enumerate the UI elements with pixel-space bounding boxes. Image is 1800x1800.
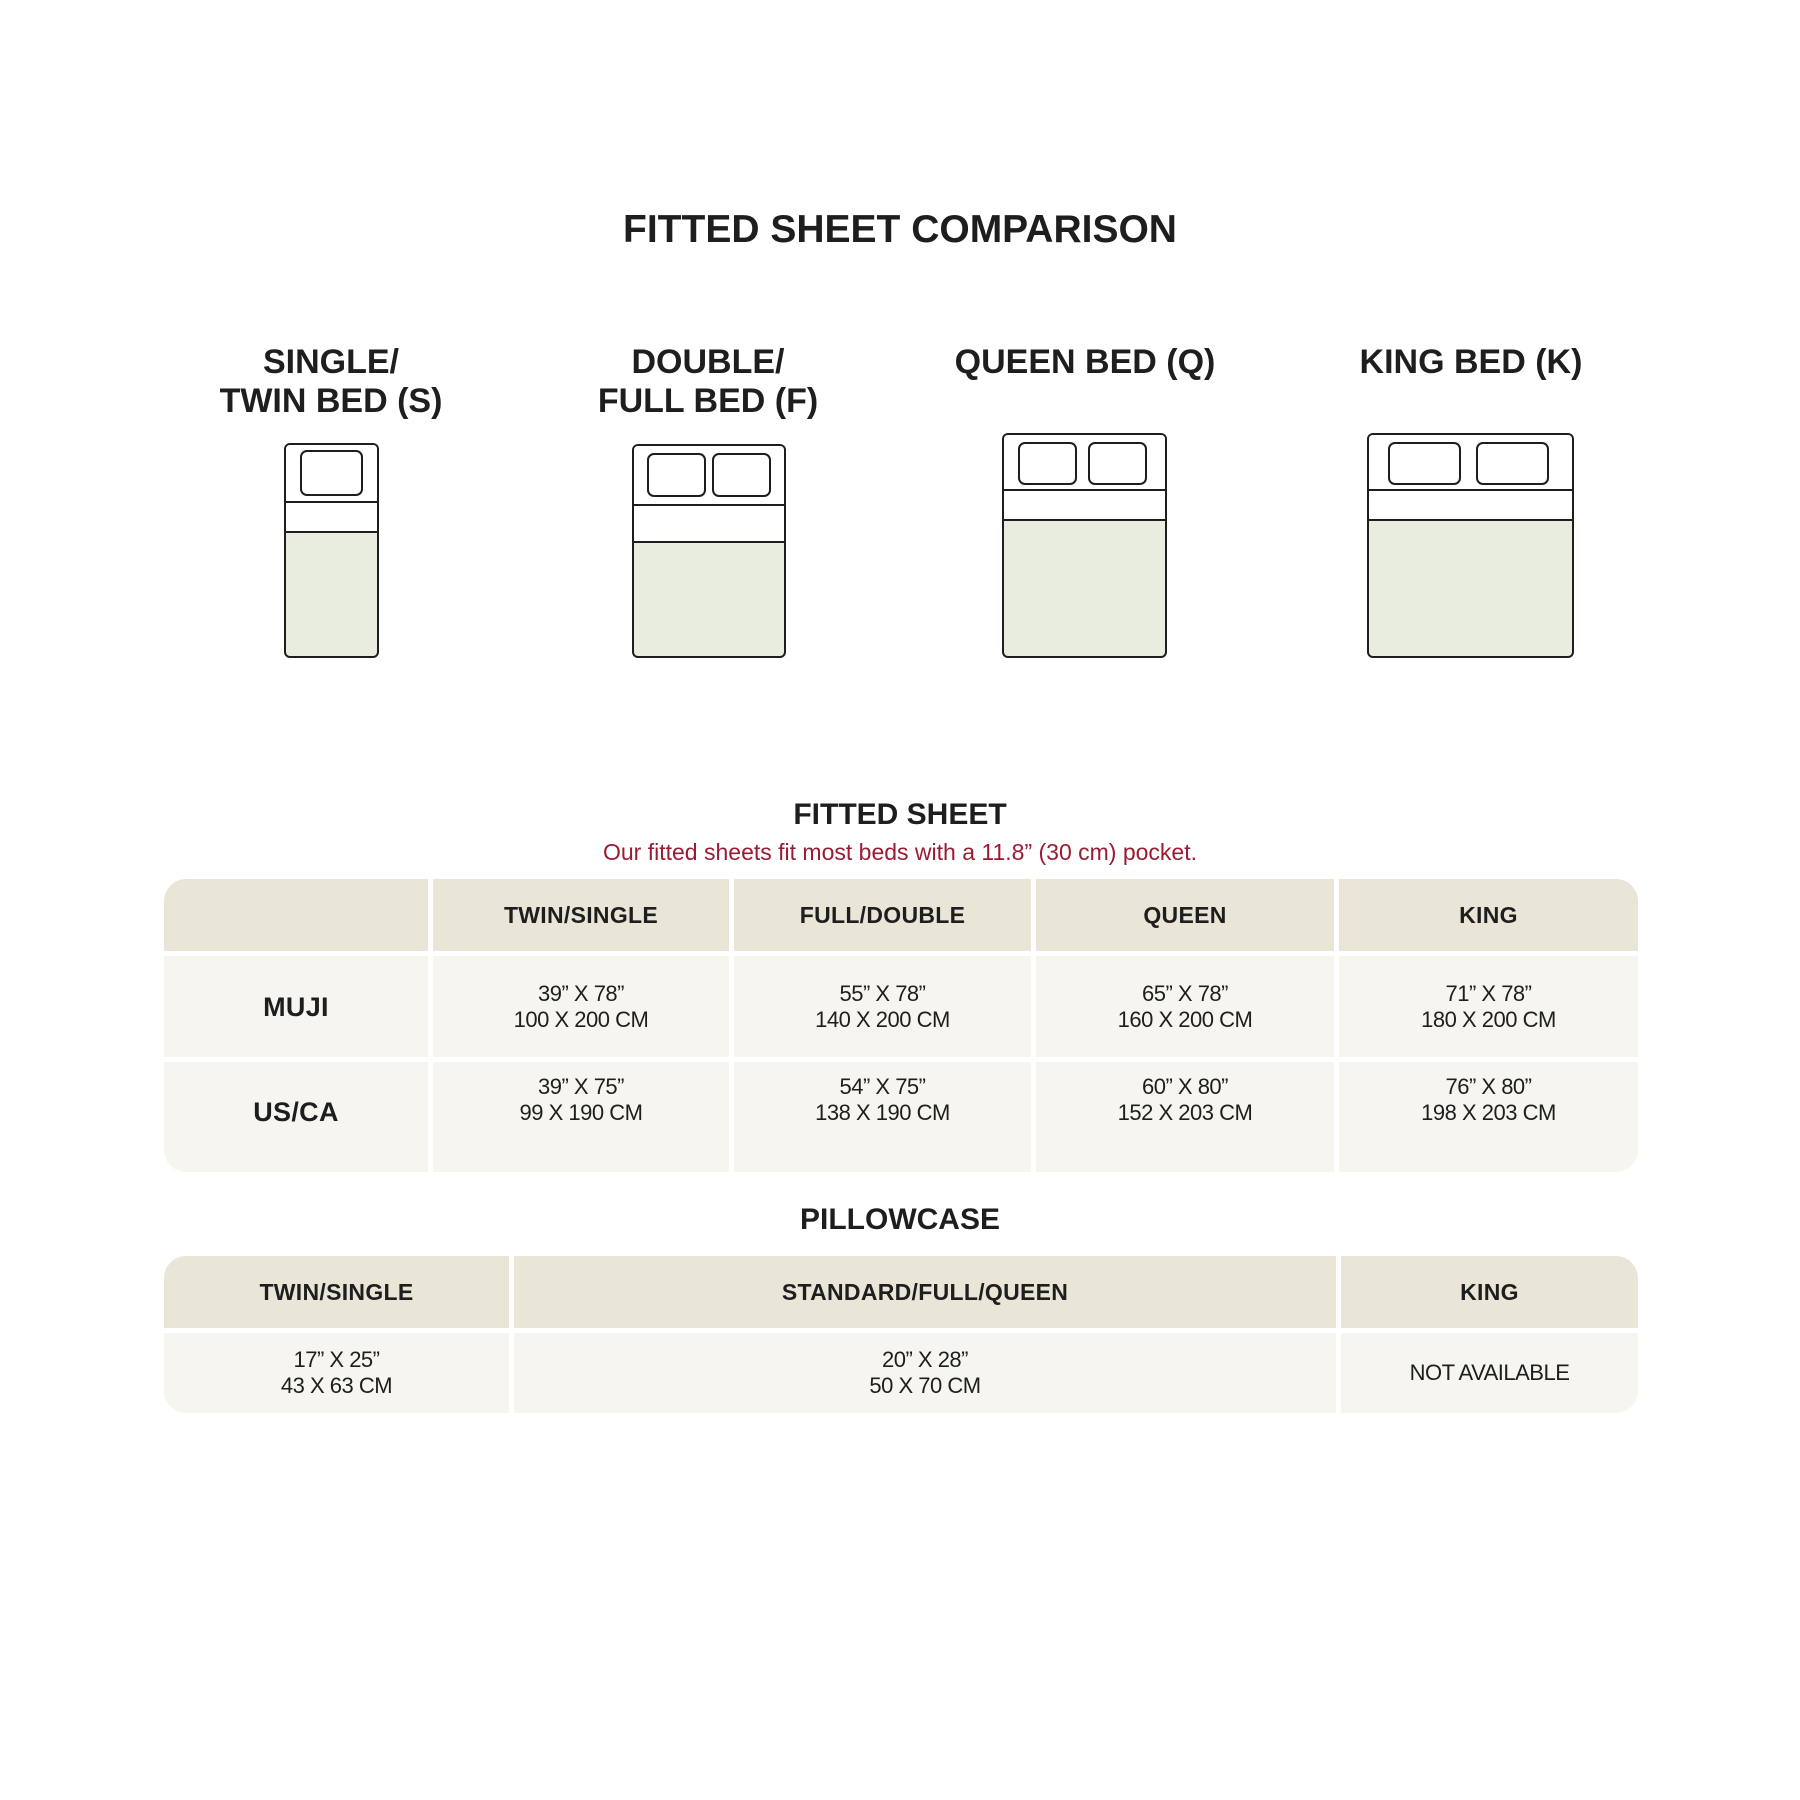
bed-label-line: FULL BED (F)	[597, 382, 819, 420]
header-cell: KING	[1341, 1256, 1638, 1328]
size-cm: 140 X 200 CM	[815, 1006, 950, 1032]
pillowcase-title: PILLOWCASE	[800, 1203, 1000, 1236]
pillowcase-table: TWIN/SINGLE STANDARD/FULL/QUEEN KING 17”…	[164, 1256, 1638, 1413]
size-cm: 160 X 200 CM	[1117, 1006, 1253, 1032]
bed-label-queen: QUEEN BED (Q)	[905, 343, 1265, 382]
size-inches: 55” X 78”	[839, 980, 927, 1006]
bed-label-line: KING BED (K)	[1359, 343, 1583, 381]
header-cell: TWIN/SINGLE	[164, 1256, 509, 1328]
size-cell: 71” X 78” 180 X 200 CM	[1339, 956, 1638, 1057]
bed-label-double: DOUBLE/FULL BED (F)	[528, 343, 888, 421]
single-bed-icon	[284, 443, 379, 658]
fitted-sheet-title: FITTED SHEET	[793, 798, 1007, 831]
size-cm: 152 X 203 CM	[1117, 1100, 1253, 1125]
bed-label-line: DOUBLE/	[631, 343, 785, 381]
size-cm: 198 X 203 CM	[1421, 1100, 1556, 1125]
size-cm: 100 X 200 CM	[513, 1006, 649, 1032]
not-available-text: NOT AVAILABLE	[1409, 1360, 1570, 1385]
size-cm: 43 X 63 CM	[280, 1373, 393, 1398]
header-cell: STANDARD/FULL/QUEEN	[514, 1256, 1336, 1328]
row-label-usca: US/CA	[164, 1062, 428, 1172]
size-inches: 39” X 78”	[538, 980, 625, 1006]
size-cm: 180 X 200 CM	[1421, 1006, 1556, 1032]
bed-label-line: TWIN BED (S)	[219, 382, 443, 420]
size-cm: 50 X 70 CM	[869, 1373, 981, 1398]
size-cell: NOT AVAILABLE	[1341, 1333, 1638, 1413]
header-cell	[164, 879, 428, 951]
bed-label-single: SINGLE/TWIN BED (S)	[151, 343, 511, 421]
fitted-sheet-note: Our fitted sheets fit most beds with a 1…	[603, 839, 1197, 865]
header-cell: KING	[1339, 879, 1638, 951]
bed-label-line: QUEEN BED (Q)	[954, 343, 1216, 381]
size-cell: 55” X 78” 140 X 200 CM	[734, 956, 1031, 1057]
header-cell: FULL/DOUBLE	[734, 879, 1031, 951]
size-cell: 20” X 28” 50 X 70 CM	[514, 1333, 1336, 1413]
size-cell: 60” X 80” 152 X 203 CM	[1036, 1062, 1334, 1172]
size-inches: 60” X 80”	[1142, 1074, 1229, 1099]
queen-bed-icon	[1002, 433, 1167, 658]
king-bed-icon	[1367, 433, 1574, 658]
bed-label-line: SINGLE/	[262, 343, 400, 381]
size-inches: 39” X 75”	[538, 1074, 625, 1099]
header-cell: QUEEN	[1036, 879, 1334, 951]
size-cm: 99 X 190 CM	[519, 1100, 643, 1125]
size-inches: 17” X 25”	[293, 1347, 381, 1372]
size-cell: 17” X 25” 43 X 63 CM	[164, 1333, 509, 1413]
double-bed-icon	[632, 444, 786, 658]
size-cell: 76” X 80” 198 X 203 CM	[1339, 1062, 1638, 1172]
size-inches: 20” X 28”	[882, 1347, 969, 1372]
size-cell: 39” X 78” 100 X 200 CM	[433, 956, 729, 1057]
size-cm: 138 X 190 CM	[815, 1100, 950, 1125]
bed-label-king: KING BED (K)	[1291, 343, 1651, 382]
size-inches: 54” X 75”	[839, 1074, 927, 1099]
size-cell: 54” X 75” 138 X 190 CM	[734, 1062, 1031, 1172]
page-title: FITTED SHEET COMPARISON	[623, 208, 1177, 251]
size-inches: 76” X 80”	[1445, 1074, 1533, 1099]
fitted-sheet-table: TWIN/SINGLE FULL/DOUBLE QUEEN KING MUJI …	[164, 879, 1638, 1172]
size-inches: 71” X 78”	[1445, 980, 1533, 1006]
header-cell: TWIN/SINGLE	[433, 879, 729, 951]
size-cell: 39” X 75” 99 X 190 CM	[433, 1062, 729, 1172]
size-cell: 65” X 78” 160 X 200 CM	[1036, 956, 1334, 1057]
size-inches: 65” X 78”	[1142, 980, 1229, 1006]
row-label-muji: MUJI	[164, 956, 428, 1057]
